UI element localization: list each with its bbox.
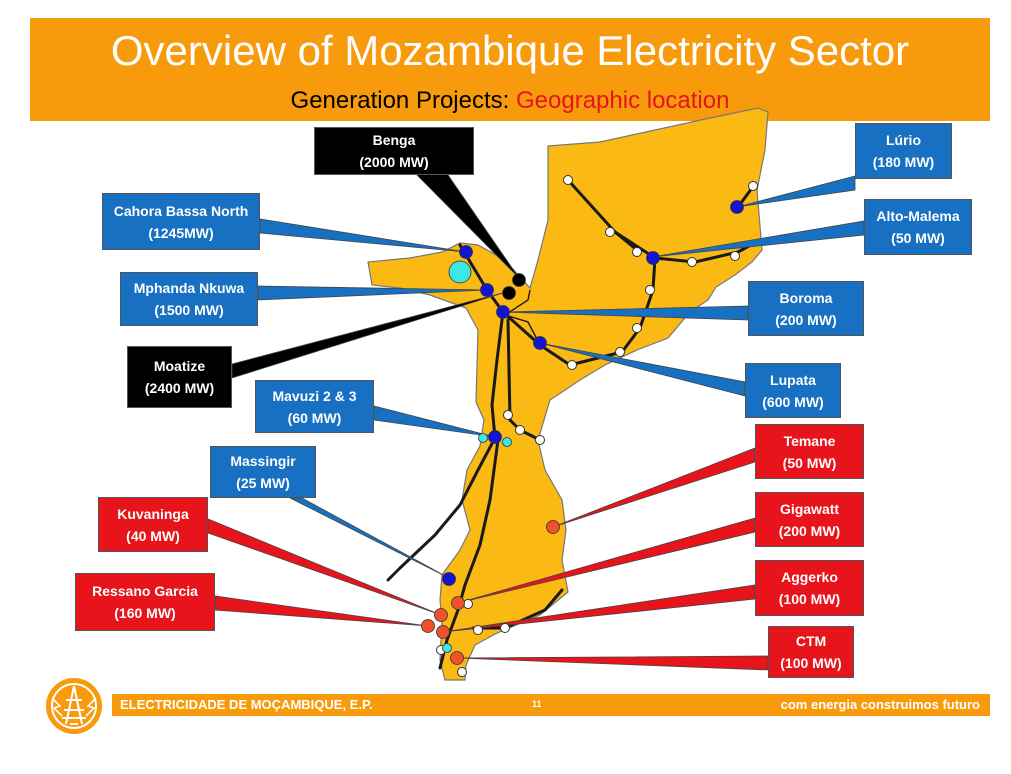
callout-aggerko-capacity: (100 MW)	[778, 591, 841, 607]
footer-company: ELECTRICIDADE DE MOÇAMBIQUE, E.P.	[120, 697, 373, 712]
callout-aggerko: Aggerko (100 MW)	[755, 560, 864, 616]
callout-kuvaninga: Kuvaninga (40 MW)	[98, 497, 208, 552]
connector-lines	[504, 289, 541, 346]
subtitle-accent: Geographic location	[515, 87, 730, 114]
callout-kuvaninga-capacity: (40 MW)	[126, 527, 180, 544]
callout-alto-malema-name: Alto-Malema	[876, 208, 960, 224]
plant-markers	[421, 200, 744, 665]
callout-ressano-garcia-capacity: (160 MW)	[114, 605, 176, 621]
callout-ressano-garcia-name: Ressano Garcia	[92, 583, 198, 599]
callout-lupata: Lupata (600 MW)	[745, 363, 841, 418]
footer-bar: ELECTRICIDADE DE MOÇAMBIQUE, E.P. 11 com…	[112, 694, 990, 716]
callout-benga-capacity: (2000 MW)	[359, 154, 429, 170]
mavuzi-marker	[488, 430, 502, 444]
callout-lurio-capacity: (180 MW)	[872, 154, 935, 170]
boroma-marker	[496, 305, 510, 319]
callout-massingir: Massingir (25 MW)	[210, 446, 316, 498]
maputo-existing-marker	[442, 643, 452, 653]
aggerko-marker	[436, 625, 450, 639]
edm-logo	[46, 678, 102, 734]
callout-mphanda-nkuwa: Mphanda Nkuwa (1500 MW)	[120, 272, 258, 326]
subtitle-prefix: Generation Projects:	[290, 87, 516, 114]
callout-benga-name: Benga	[372, 132, 416, 148]
lupata-marker	[533, 336, 547, 350]
cahora-bassa-existing-marker	[448, 260, 472, 284]
massingir-marker	[442, 572, 456, 586]
callout-ressano-garcia: Ressano Garcia (160 MW)	[75, 573, 215, 631]
callout-aggerko-name: Aggerko	[781, 569, 838, 585]
callout-gigawatt-name: Gigawatt	[779, 500, 840, 517]
moatize-marker	[502, 286, 516, 300]
callout-mavuzi-name: Mavuzi 2 & 3	[272, 387, 357, 404]
slide-subtitle: Generation Projects: Geographic location	[30, 86, 990, 116]
cahora-bassa-north-marker	[459, 245, 473, 259]
callout-moatize-name: Moatize	[153, 358, 206, 374]
callout-massingir-name: Massingir	[230, 453, 296, 469]
gigawatt-marker	[451, 596, 465, 610]
callout-kuvaninga-name: Kuvaninga	[117, 505, 189, 522]
callout-alto-malema: Alto-Malema (50 MW)	[864, 199, 972, 255]
callout-moatize: Moatize (2400 MW)	[127, 346, 232, 408]
callout-gigawatt: Gigawatt (200 MW)	[755, 492, 864, 547]
callout-boroma-capacity: (200 MW)	[775, 311, 837, 328]
mphanda-nkuwa-marker	[480, 283, 494, 297]
callout-cahora-bassa-north-name: Cahora Bassa North	[113, 202, 249, 219]
temane-marker	[546, 520, 560, 534]
slide-title: Overview of Mozambique Electricity Secto…	[110, 27, 910, 74]
callout-benga: Benga (2000 MW)	[314, 127, 474, 175]
mavuzi-existing-marker-2	[502, 437, 512, 447]
ressano-garcia-marker	[421, 619, 435, 633]
callout-temane-name: Temane	[783, 432, 836, 449]
callout-lupata-capacity: (600 MW)	[762, 393, 824, 410]
substations	[436, 175, 758, 677]
callout-mavuzi-capacity: (60 MW)	[287, 409, 342, 426]
callout-temane-capacity: (50 MW)	[782, 454, 837, 471]
footer-slogan: com energia construimos futuro	[780, 697, 980, 712]
callout-temane: Temane (50 MW)	[755, 424, 864, 479]
mavuzi-existing-marker-1	[478, 433, 488, 443]
kuvaninga-marker	[434, 608, 448, 622]
alto-malema-marker	[646, 251, 660, 265]
callout-mphanda-nkuwa-name: Mphanda Nkuwa	[133, 280, 245, 296]
callout-ctm-name: CTM	[795, 633, 827, 649]
callout-lurio: Lúrio (180 MW)	[855, 123, 952, 179]
callout-lurio-name: Lúrio	[886, 132, 921, 148]
callout-ctm: CTM (100 MW)	[768, 626, 854, 678]
callout-boroma: Boroma (200 MW)	[748, 281, 864, 336]
callout-lupata-name: Lupata	[770, 371, 816, 388]
callout-ctm-capacity: (100 MW)	[780, 655, 842, 671]
callout-mavuzi: Mavuzi 2 & 3 (60 MW)	[255, 380, 374, 433]
callout-cahora-bassa-north-capacity: (1245MW)	[148, 224, 214, 241]
footer-page-number: 11	[532, 699, 542, 709]
callout-cahora-bassa-north: Cahora Bassa North (1245MW)	[102, 193, 260, 250]
header-banner: Overview of Mozambique Electricity Secto…	[30, 18, 990, 121]
lurio-marker	[730, 200, 744, 214]
callout-gigawatt-capacity: (200 MW)	[778, 522, 841, 539]
callout-mphanda-nkuwa-capacity: (1500 MW)	[154, 302, 224, 318]
callout-moatize-capacity: (2400 MW)	[144, 380, 215, 396]
ctm-marker	[450, 651, 464, 665]
callout-alto-malema-capacity: (50 MW)	[891, 230, 945, 246]
benga-marker	[512, 273, 526, 287]
callout-pointers	[207, 171, 865, 671]
callout-massingir-capacity: (25 MW)	[236, 475, 290, 491]
callout-boroma-name: Boroma	[779, 289, 833, 306]
